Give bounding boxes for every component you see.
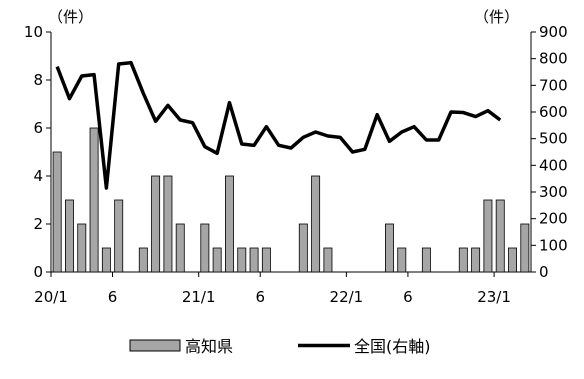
bar: [114, 199, 124, 273]
bar: [175, 223, 185, 273]
x-tick-label: 22/1: [330, 288, 364, 306]
left-tick-label: 10: [24, 23, 43, 41]
legend-label-national: 全国(右軸): [354, 337, 431, 356]
left-tick-label: 4: [33, 167, 43, 185]
left-tick-label: 6: [33, 119, 43, 137]
left-axis-unit: （件）: [48, 8, 93, 26]
bar-series-kochi: [52, 127, 530, 273]
right-tick-label: 0: [539, 263, 549, 281]
right-axis: 0 100 200 300 400 500 600 700 800 900: [530, 23, 568, 281]
right-tick-label: 900: [539, 23, 568, 41]
bar: [77, 223, 87, 273]
left-tick-label: 2: [33, 215, 43, 233]
left-tick-label: 8: [33, 71, 43, 89]
bar: [397, 247, 407, 273]
bar: [495, 199, 505, 273]
x-tick-label: 20/1: [34, 288, 68, 306]
left-axis: 0 2 4 6 8 10: [24, 23, 52, 281]
right-axis-unit: （件）: [474, 8, 519, 26]
bar: [237, 247, 247, 273]
x-tick-label: 23/1: [477, 288, 511, 306]
bar: [249, 247, 259, 273]
left-tick-label: 0: [33, 263, 43, 281]
line-path-national: [55, 60, 502, 190]
bar: [163, 175, 173, 273]
right-tick-label: 400: [539, 156, 568, 174]
x-tick-label: 6: [403, 288, 413, 306]
bar: [458, 247, 468, 273]
line-series-national: [55, 60, 502, 190]
bar: [89, 127, 99, 273]
bar: [261, 247, 271, 273]
x-tick-label: 21/1: [182, 288, 216, 306]
bar: [52, 151, 62, 273]
bar: [298, 223, 308, 273]
legend-label-kochi: 高知県: [185, 337, 233, 356]
right-tick-label: 300: [539, 183, 568, 201]
bar: [483, 199, 493, 273]
bar: [212, 247, 222, 273]
bar: [471, 247, 481, 273]
bar: [421, 247, 431, 273]
x-axis: 20/1 6 21/1 6 22/1 6 23/1: [34, 271, 531, 306]
right-tick-label: 200: [539, 210, 568, 228]
bar: [151, 175, 161, 273]
right-tick-label: 600: [539, 103, 568, 121]
bar: [520, 223, 530, 273]
bar: [65, 199, 74, 273]
right-tick-label: 800: [539, 50, 568, 68]
bar: [508, 247, 518, 273]
right-tick-label: 700: [539, 76, 568, 94]
right-tick-label: 500: [539, 130, 568, 148]
bar: [224, 175, 234, 273]
legend: 高知県 全国(右軸): [129, 337, 431, 356]
legend-swatch-kochi: [129, 339, 181, 352]
bar: [384, 223, 394, 273]
bar: [311, 175, 321, 273]
x-tick-label: 6: [255, 288, 265, 306]
bar: [101, 247, 111, 273]
bar: [138, 247, 148, 273]
bar: [200, 223, 210, 273]
right-tick-label: 100: [539, 236, 568, 254]
x-tick-label: 6: [108, 288, 118, 306]
bar: [323, 247, 333, 273]
